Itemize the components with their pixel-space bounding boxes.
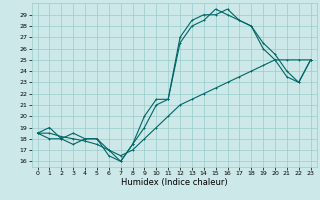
X-axis label: Humidex (Indice chaleur): Humidex (Indice chaleur) — [121, 178, 228, 187]
